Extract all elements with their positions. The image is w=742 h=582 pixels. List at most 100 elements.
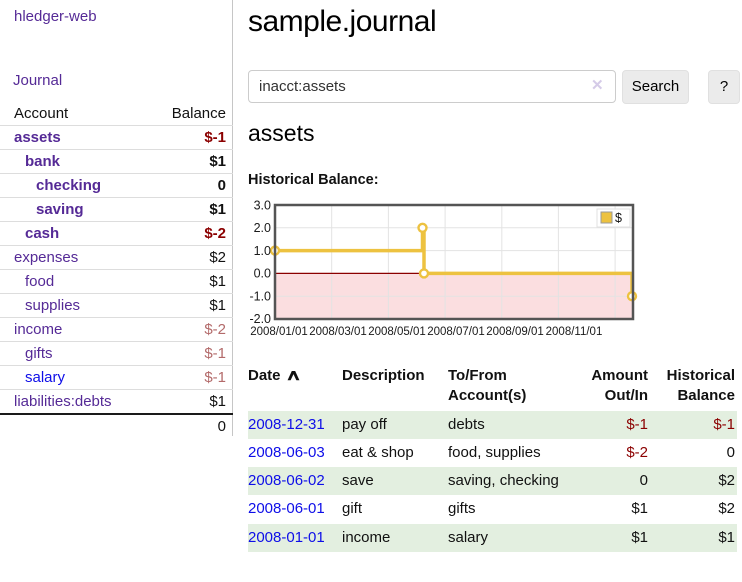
account-balance: $-2 <box>150 317 233 342</box>
transaction-amount: 0 <box>639 472 648 489</box>
svg-text:-2.0: -2.0 <box>249 312 271 326</box>
account-row-supplies: supplies $1 <box>0 293 233 318</box>
legend-swatch-icon <box>600 211 613 224</box>
account-link-saving[interactable]: saving <box>36 201 84 218</box>
search-input[interactable] <box>248 70 616 103</box>
account-link-assets[interactable]: assets <box>14 129 61 146</box>
transaction-balance: $2 <box>718 472 735 489</box>
account-balance: $1 <box>150 389 233 414</box>
account-balance: $-1 <box>150 341 233 366</box>
svg-text:2008/03/01: 2008/03/01 <box>309 326 367 338</box>
account-balance: $1 <box>150 293 233 318</box>
svg-text:1.0: 1.0 <box>254 244 271 258</box>
transaction-accounts: food, supplies <box>448 443 541 461</box>
svg-text:2.0: 2.0 <box>254 221 271 235</box>
transaction-balance: $2 <box>718 500 735 518</box>
account-link-liabilities-debts[interactable]: liabilities:debts <box>14 393 112 410</box>
account-balance: $-2 <box>150 221 233 246</box>
account-row-gifts: gifts $-1 <box>0 341 233 366</box>
register-row: 2008-06-03 eat & shop food, supplies $-2… <box>248 439 737 467</box>
accounts-total-row: 0 <box>0 413 233 438</box>
transaction-accounts: salary <box>448 528 489 546</box>
balance-column-header: Historical Balance <box>666 367 735 405</box>
legend-label: $ <box>615 211 622 225</box>
accounts-total-value: 0 <box>150 413 233 438</box>
svg-text:3.0: 3.0 <box>254 199 271 213</box>
transaction-accounts: debts <box>448 415 485 433</box>
historical-balance-chart: $ 3.0 2.0 1.0 0.0 -1.0 -2.0 2008/01/01 2… <box>249 199 638 338</box>
sidebar-item-journal[interactable]: Journal <box>13 72 63 89</box>
svg-text:2008/11/01: 2008/11/01 <box>546 326 603 338</box>
transaction-description: income <box>342 528 391 546</box>
balance-column-header: Balance <box>171 105 226 122</box>
plot-border <box>273 203 635 321</box>
account-link-salary[interactable]: salary <box>25 369 66 386</box>
transaction-description: gift <box>342 500 363 518</box>
transaction-accounts: saving, checking <box>448 472 559 489</box>
account-row-assets: assets $-1 <box>0 125 233 150</box>
account-row-saving: saving $1 <box>0 197 233 222</box>
account-link-income[interactable]: income <box>14 321 63 338</box>
page-title: sample.journal <box>248 5 437 38</box>
transaction-date-link[interactable]: 2008-12-31 <box>248 415 325 433</box>
account-heading: assets <box>248 120 315 146</box>
account-balance: $1 <box>150 149 233 174</box>
svg-text:0.0: 0.0 <box>254 267 271 281</box>
app-title-link[interactable]: hledger-web <box>14 8 97 25</box>
sort-ascending-icon: ∧ <box>284 367 302 384</box>
accounts-header-row: Account Balance <box>0 102 233 126</box>
account-balance: $1 <box>150 197 233 222</box>
account-link-food[interactable]: food <box>25 273 55 290</box>
register-row: 2008-06-02 save saving, checking 0 $2 <box>248 467 737 496</box>
account-row-expenses: expenses $2 <box>0 245 233 270</box>
account-balance: $2 <box>150 245 233 270</box>
amount-column-header: Amount Out/In <box>591 367 648 405</box>
register-row: 2008-06-01 gift gifts $1 $2 <box>248 495 737 523</box>
svg-text:2008/07/01: 2008/07/01 <box>427 326 485 338</box>
transaction-amount: $1 <box>631 528 648 546</box>
account-row-checking: checking 0 <box>0 173 233 198</box>
account-link-expenses[interactable]: expenses <box>14 249 79 266</box>
help-button[interactable]: ? <box>708 70 740 104</box>
transaction-date-link[interactable]: 2008-06-02 <box>248 472 325 489</box>
svg-text:2008/01/01: 2008/01/01 <box>250 326 308 338</box>
account-column-header: Account <box>14 105 69 122</box>
search-button[interactable]: Search <box>622 70 689 104</box>
transaction-date-link[interactable]: 2008-06-03 <box>248 443 325 461</box>
account-balance: $-1 <box>150 365 233 390</box>
svg-text:-1.0: -1.0 <box>249 289 271 303</box>
transaction-balance: $-1 <box>713 415 735 433</box>
y-axis-ticks: 3.0 2.0 1.0 0.0 -1.0 -2.0 <box>249 199 271 327</box>
sidebar: hledger-web Journal Account Balance asse… <box>0 0 233 438</box>
transaction-date-link[interactable]: 2008-06-01 <box>248 500 325 518</box>
accounts-column-header: To/From Account(s) <box>448 367 527 405</box>
register-header-row: Date ∧ Description To/From Account(s) Amo… <box>248 362 737 411</box>
account-row-food: food $1 <box>0 269 233 294</box>
transaction-accounts: gifts <box>448 500 476 518</box>
transaction-date-link[interactable]: 2008-01-01 <box>248 528 325 546</box>
date-column-header[interactable]: Date ∧ <box>248 362 342 411</box>
account-link-cash[interactable]: cash <box>25 225 60 242</box>
chart-title: Historical Balance: <box>248 172 379 188</box>
accounts-table: Account Balance assets $-1 bank $1 check… <box>0 102 233 438</box>
svg-text:2008/09/01: 2008/09/01 <box>486 326 544 338</box>
x-axis-ticks: 2008/01/01 2008/03/01 2008/05/01 2008/07… <box>250 326 602 338</box>
register-row: 2008-12-31 pay off debts $-1 $-1 <box>248 410 737 439</box>
clear-search-icon[interactable]: ✕ <box>591 77 604 94</box>
transaction-amount: $1 <box>631 500 648 518</box>
account-row-bank: bank $1 <box>0 149 233 174</box>
account-link-bank[interactable]: bank <box>25 153 61 170</box>
transaction-amount: $-1 <box>626 415 648 433</box>
account-link-checking[interactable]: checking <box>36 177 102 194</box>
account-link-supplies[interactable]: supplies <box>25 297 81 314</box>
account-link-gifts[interactable]: gifts <box>25 345 53 362</box>
register-row: 2008-01-01 income salary $1 $1 <box>248 523 737 552</box>
account-row-income: income $-2 <box>0 317 233 342</box>
register-table: Date ∧ Description To/From Account(s) Amo… <box>248 362 737 552</box>
transaction-amount: $-2 <box>626 443 648 461</box>
transaction-balance: $1 <box>718 528 735 546</box>
account-balance: 0 <box>150 173 233 198</box>
transaction-description: eat & shop <box>342 443 414 461</box>
account-row-cash: cash $-2 <box>0 221 233 246</box>
transaction-balance: 0 <box>726 443 735 461</box>
